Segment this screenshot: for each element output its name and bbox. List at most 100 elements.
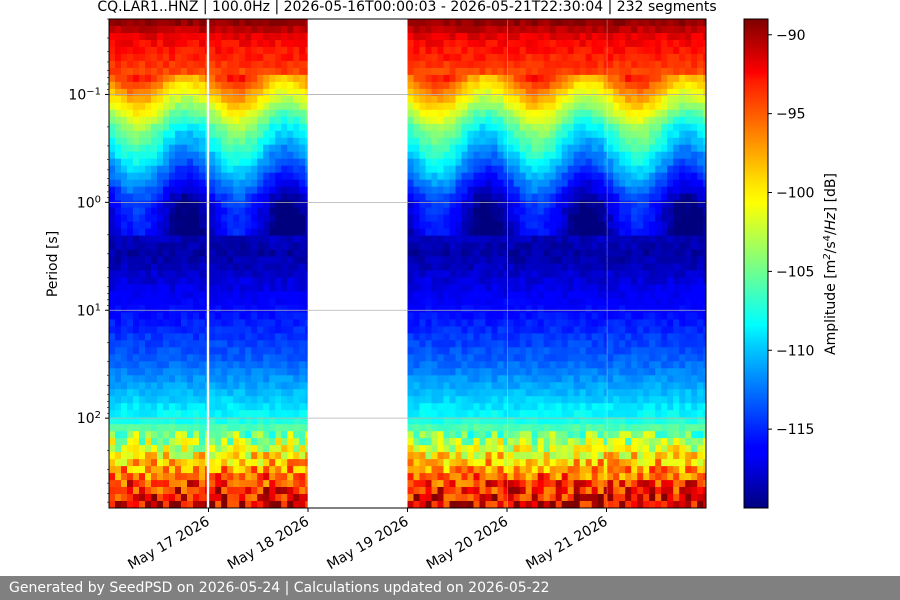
heatmap-cell — [537, 459, 545, 467]
heatmap-cell — [239, 95, 246, 104]
heatmap-cell — [555, 221, 563, 229]
heatmap-cell — [585, 74, 593, 83]
heatmap-cell — [175, 326, 182, 334]
heatmap-cell — [449, 144, 456, 153]
heatmap-cell — [461, 95, 468, 104]
heatmap-cell — [133, 284, 140, 292]
heatmap-cell — [245, 186, 252, 195]
heatmap-cell — [257, 284, 264, 292]
heatmap-cell — [619, 88, 626, 97]
heatmap-cell — [233, 88, 240, 97]
heatmap-cell — [233, 445, 240, 453]
heatmap-cell — [145, 33, 152, 41]
heatmap-cell — [491, 200, 498, 208]
heatmap-cell — [425, 81, 432, 90]
heatmap-cell — [281, 473, 288, 481]
heatmap-cell — [187, 396, 194, 404]
heatmap-cell — [513, 235, 521, 243]
heatmap-cell — [549, 340, 557, 348]
heatmap-cell — [519, 26, 527, 34]
heatmap-cell — [443, 207, 450, 215]
heatmap-cell — [567, 501, 575, 509]
heatmap-cell — [531, 298, 539, 306]
heatmap-cell — [431, 347, 438, 355]
heatmap-cell — [157, 410, 164, 418]
heatmap-cell — [239, 214, 246, 222]
heatmap-cell — [585, 53, 593, 62]
heatmap-cell — [425, 417, 432, 425]
heatmap-cell — [305, 26, 308, 34]
heatmap-cell — [127, 221, 134, 229]
heatmap-cell — [507, 137, 515, 146]
heatmap-cell — [449, 186, 456, 195]
heatmap-cell — [443, 60, 450, 69]
heatmap-cell — [209, 256, 216, 264]
heatmap-cell — [233, 340, 240, 348]
heatmap-cell — [209, 431, 216, 439]
heatmap-cell — [603, 494, 607, 502]
heatmap-cell — [467, 326, 474, 334]
heatmap-cell — [215, 228, 222, 236]
heatmap-cell — [619, 403, 626, 411]
heatmap-cell — [425, 256, 432, 264]
heatmap-cell — [503, 417, 508, 425]
heatmap-cell — [115, 116, 122, 125]
heatmap-cell — [181, 417, 188, 425]
heatmap-cell — [233, 466, 240, 474]
heatmap-cell — [603, 305, 607, 313]
heatmap-cell — [275, 130, 282, 139]
heatmap-cell — [543, 95, 551, 104]
heatmap-cell — [525, 375, 533, 383]
heatmap-cell — [519, 277, 527, 285]
heatmap-cell — [299, 137, 306, 146]
heatmap-cell — [473, 256, 480, 264]
heatmap-cell — [613, 249, 620, 257]
heatmap-cell — [579, 144, 587, 153]
heatmap-cell — [199, 438, 206, 446]
heatmap-cell — [245, 291, 252, 299]
heatmap-cell — [287, 81, 294, 90]
heatmap-cell — [467, 256, 474, 264]
heatmap-cell — [175, 60, 182, 69]
heatmap-cell — [555, 403, 563, 411]
heatmap-cell — [513, 33, 521, 41]
heatmap-cell — [443, 368, 450, 376]
heatmap-cell — [239, 256, 246, 264]
heatmap-cell — [251, 501, 258, 509]
heatmap-cell — [139, 207, 146, 215]
heatmap-cell — [613, 172, 620, 181]
heatmap-cell — [245, 214, 252, 222]
heatmap-cell — [407, 452, 414, 460]
heatmap-cell — [281, 368, 288, 376]
heatmap-cell — [127, 60, 134, 69]
heatmap-cell — [169, 326, 176, 334]
heatmap-cell — [121, 473, 128, 481]
heatmap-cell — [175, 417, 182, 425]
heatmap-cell — [269, 158, 276, 167]
heatmap-cell — [491, 403, 498, 411]
heatmap-cell — [293, 67, 300, 76]
heatmap-cell — [127, 480, 134, 488]
heatmap-cell — [139, 417, 146, 425]
heatmap-cell — [507, 277, 515, 285]
heatmap-cell — [239, 130, 246, 139]
heatmap-cell — [145, 144, 152, 153]
heatmap-cell — [579, 109, 587, 118]
heatmap-cell — [585, 67, 593, 76]
heatmap-cell — [597, 214, 605, 222]
heatmap-cell — [607, 60, 614, 69]
heatmap-cell — [555, 291, 563, 299]
heatmap-cell — [519, 298, 527, 306]
heatmap-cell — [115, 172, 122, 181]
heatmap-cell — [157, 235, 164, 243]
heatmap-cell — [407, 144, 414, 153]
heatmap-cell — [227, 249, 234, 257]
heatmap-cell — [585, 459, 593, 467]
heatmap-cell — [597, 60, 605, 69]
heatmap-cell — [133, 319, 140, 327]
heatmap-cell — [479, 284, 486, 292]
heatmap-cell — [485, 242, 492, 250]
heatmap-cell — [127, 214, 134, 222]
heatmap-cell — [407, 46, 414, 55]
heatmap-cell — [479, 214, 486, 222]
